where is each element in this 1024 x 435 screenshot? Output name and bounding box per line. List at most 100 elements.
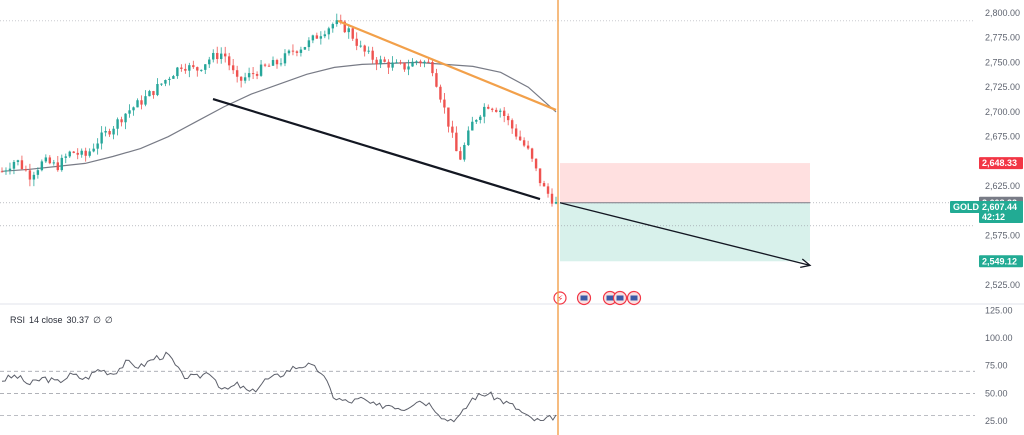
candle-body (363, 45, 366, 52)
candle-body (343, 21, 346, 33)
rsi-legend-name: RSI (10, 315, 25, 325)
price-tick-label: 2,525.00 (985, 280, 1020, 290)
flag-canton (580, 295, 588, 301)
candle-body (534, 158, 538, 169)
candle-body (323, 34, 327, 37)
candle-body (518, 136, 522, 141)
projection-arrow-head (800, 258, 812, 269)
price-label-bg (979, 157, 1023, 170)
candle-body (56, 162, 59, 171)
candle-body (315, 35, 319, 39)
candle-body (216, 52, 219, 60)
candlesticks[interactable] (0, 13, 558, 207)
candle-body (391, 62, 394, 68)
candle-body (28, 170, 32, 180)
candle-body (455, 132, 458, 152)
candle-body (192, 65, 195, 68)
candle-body (212, 52, 215, 60)
candle-body (247, 73, 251, 78)
flag-canton (616, 295, 624, 301)
trend-lines[interactable] (212, 19, 812, 269)
candle-body (526, 145, 530, 149)
candle-body (387, 61, 390, 68)
rsi-tick-label: 75.00 (985, 361, 1008, 371)
candle-body (371, 50, 374, 60)
candle-body (263, 64, 267, 66)
candle-body (100, 132, 103, 144)
candle-body (415, 61, 418, 63)
candle-body (439, 86, 442, 100)
candle-body (550, 193, 554, 204)
candle-body (239, 76, 243, 81)
candle-body (184, 68, 187, 71)
candle-body (80, 150, 83, 155)
rsi-pane[interactable]: 25.00 50.00 75.00 100.00 125.00 RSI 14 close 30… (0, 306, 1013, 426)
candle-body (546, 186, 550, 194)
rsi-legend-params: 14 close (29, 315, 63, 325)
candle-body (40, 161, 44, 171)
candle-body (243, 77, 247, 81)
candle-body (447, 107, 450, 127)
candle-body (12, 161, 16, 169)
rsi-legend-extra1: ∅ (93, 315, 101, 325)
symbol-tag: GOLD (953, 202, 979, 212)
candle-body (307, 40, 311, 48)
candle-body (188, 65, 191, 71)
candle-body (48, 157, 52, 164)
candle-body (32, 174, 36, 180)
price-tick-label: 2,725.00 (985, 82, 1020, 92)
candle-body (160, 83, 163, 85)
rsi-tick-label: 125.00 (985, 306, 1013, 316)
candle-body (506, 115, 510, 121)
candle-body (379, 59, 382, 65)
candle-body (24, 169, 28, 171)
candle-body (279, 63, 283, 65)
candle-body (483, 106, 486, 117)
candle-body (132, 107, 135, 111)
candle-body (351, 28, 354, 39)
price-label-bg (979, 255, 1023, 268)
flash-event-icon (553, 291, 567, 305)
candle-body (164, 79, 167, 84)
current-price-bg (979, 200, 1023, 223)
candle-body (335, 20, 338, 25)
price-tick-label: 2,675.00 (985, 132, 1020, 142)
candle-body (479, 116, 482, 120)
candle-body (355, 38, 358, 46)
candle-body (136, 100, 139, 108)
candle-body (8, 168, 12, 171)
candle-body (196, 67, 199, 71)
candle-body (514, 128, 518, 137)
candle-body (542, 183, 546, 187)
candle-body (399, 62, 402, 64)
flag-canton (630, 295, 638, 301)
candle-body (502, 110, 506, 116)
candle-body (156, 84, 159, 96)
candle-body (68, 151, 71, 157)
candle-body (4, 170, 8, 172)
rsi-tick-label: 50.00 (985, 388, 1008, 398)
candle-body (327, 28, 331, 35)
candle-body (120, 119, 123, 123)
event-icons[interactable]: ⚡ (553, 290, 642, 306)
price-labels: 2,648.332,608.222,549.122,607.4442:12GOL… (950, 157, 1023, 268)
candle-body (299, 49, 303, 53)
position-zones[interactable] (0, 163, 975, 262)
countdown-text: 42:12 (982, 212, 1005, 222)
current-price-text: 2,607.44 (982, 202, 1017, 212)
price-tick-label: 2,775.00 (985, 33, 1020, 43)
candle-body (331, 24, 335, 29)
candle-body (16, 160, 20, 162)
candle-body (459, 151, 462, 160)
candle-body (108, 130, 111, 135)
price-tick-label: 2,575.00 (985, 231, 1020, 241)
candle-body (271, 60, 275, 66)
candle-body (96, 143, 99, 149)
candle-body (104, 130, 107, 133)
candle-body (231, 65, 235, 71)
candle-body (495, 109, 498, 112)
projection-arrow-line (559, 202, 811, 266)
lower-trend-line (212, 98, 541, 201)
price-tick-label: 2,625.00 (985, 181, 1020, 191)
